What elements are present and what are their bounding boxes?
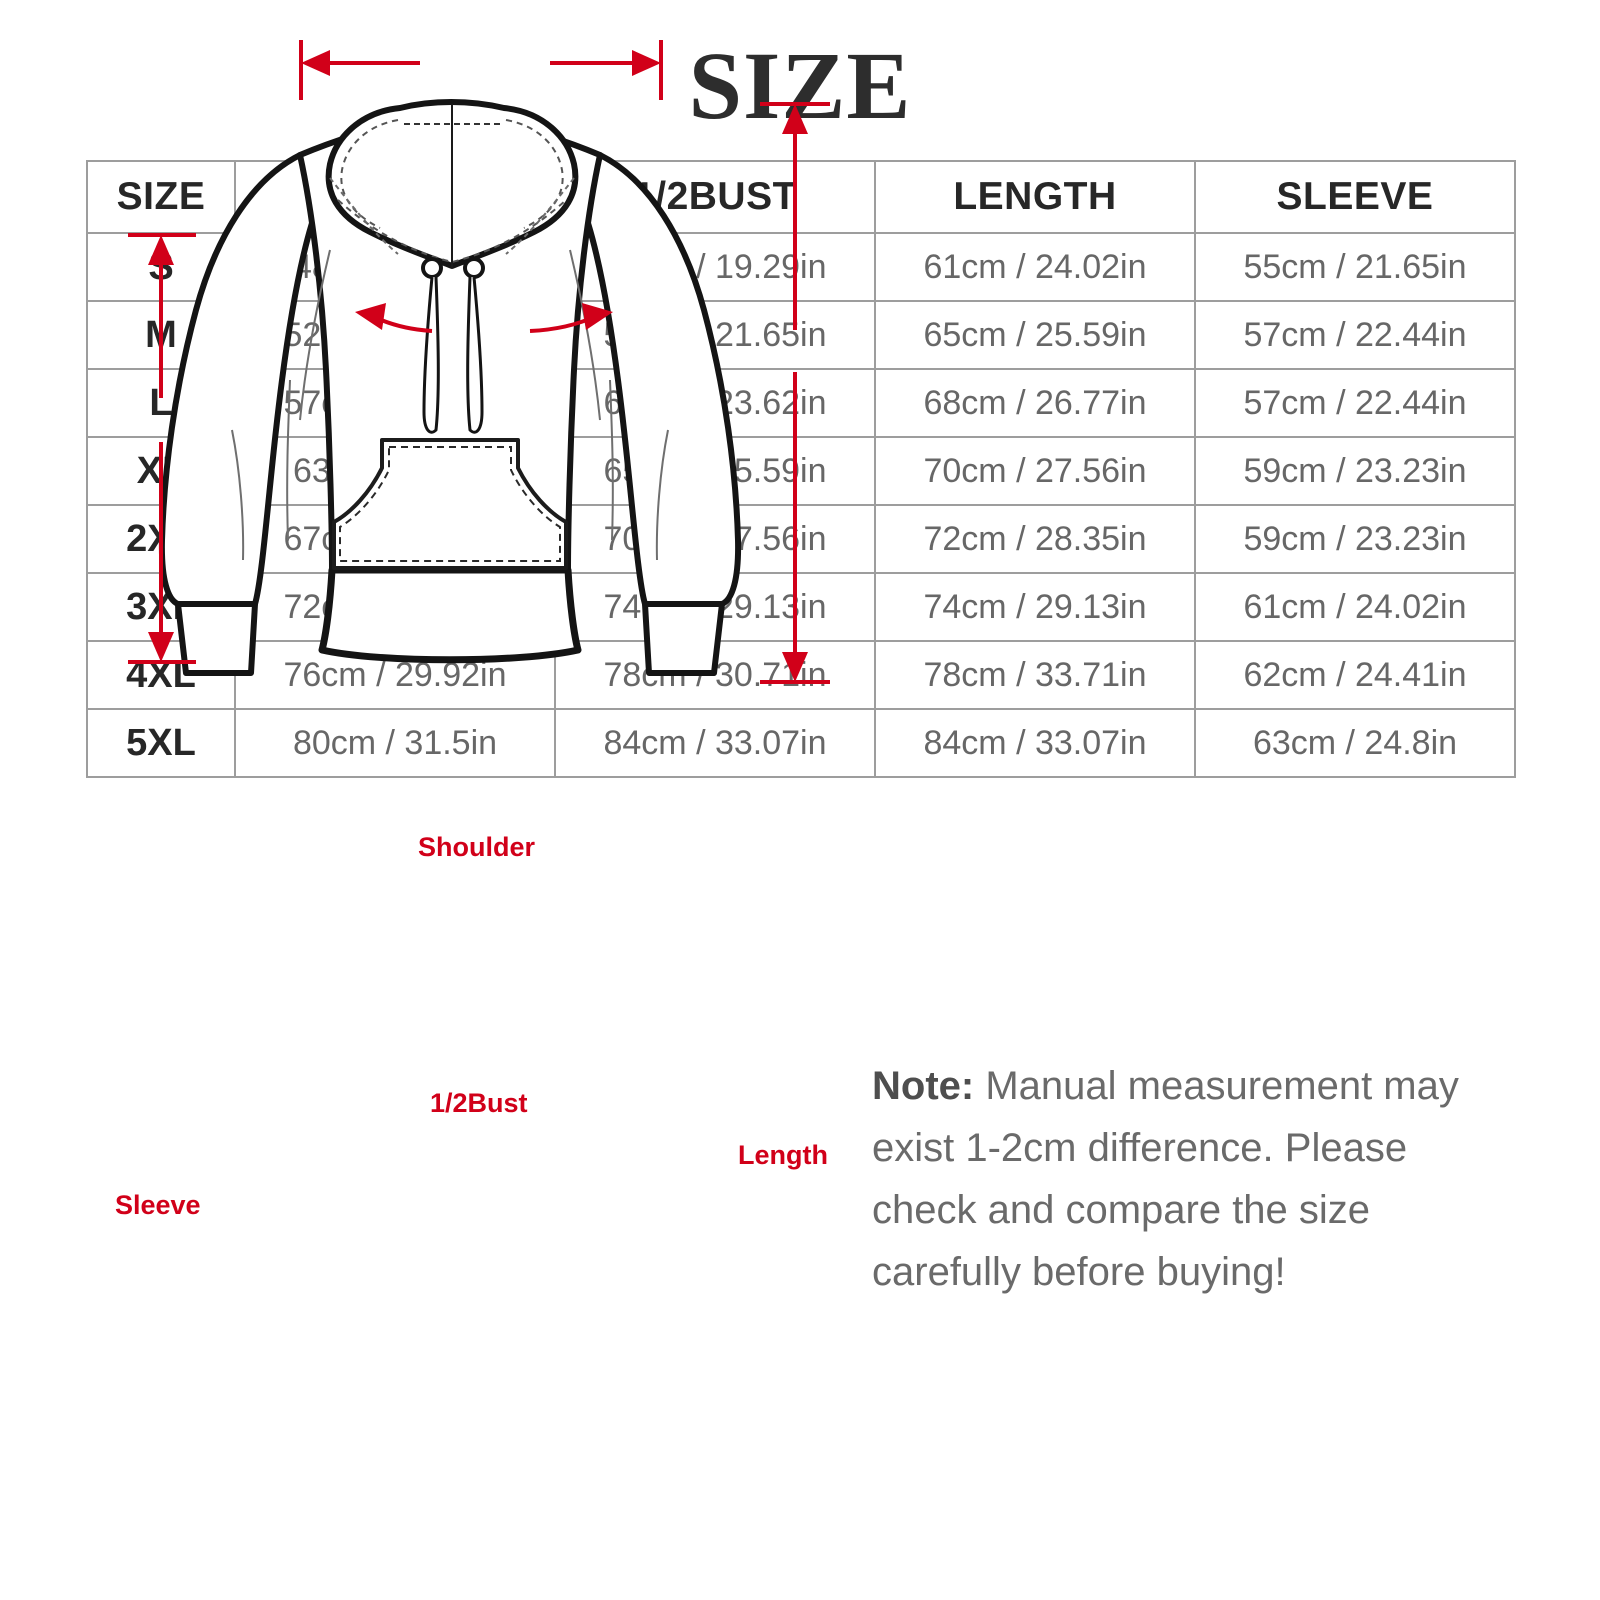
hoodie-measurement-diagram (128, 40, 830, 684)
cell-sleeve: 63cm / 24.8in (1194, 708, 1516, 778)
hood-neck-seam (337, 199, 567, 264)
left-grommet (421, 257, 443, 279)
table-row: 5XL 80cm / 31.5in 84cm / 33.07in 84cm / … (86, 708, 1516, 778)
left-cuff (175, 601, 258, 676)
dimension-label-sleeve: Sleeve (115, 1190, 201, 1220)
sleeve-arrowhead-bottom (148, 632, 174, 662)
cell-sleeve: 59cm / 23.23in (1194, 504, 1516, 574)
cell-size: 5XL (86, 708, 236, 778)
left-drawstring (422, 276, 440, 434)
right-drawstring (466, 276, 484, 434)
cell-sleeve: 55cm / 21.65in (1194, 232, 1516, 302)
left-sleeve (158, 152, 323, 607)
note-label: Note: (872, 1064, 975, 1108)
dimension-label-length: Length (738, 1140, 828, 1170)
sleeve-arrowhead-top (148, 235, 174, 265)
pocket-stitching (339, 446, 561, 562)
halfbust-arrowhead-right (582, 303, 613, 330)
column-header-size: SIZE (86, 160, 236, 234)
fold-line-left-a (231, 429, 245, 561)
cell-sleeve: 59cm / 23.23in (1194, 436, 1516, 506)
cell-length: 65cm / 25.59in (874, 300, 1196, 370)
cell-sleeve: 57cm / 22.44in (1194, 300, 1516, 370)
dimension-label-shoulder: Shoulder (418, 832, 536, 862)
cell-length: 74cm / 29.13in (874, 572, 1196, 642)
hem-band (318, 566, 582, 664)
fold-line-right-c (569, 249, 601, 421)
cell-length: 68cm / 26.77in (874, 368, 1196, 438)
cell-sleeve: 61cm / 24.02in (1194, 572, 1516, 642)
cell-half-bust: 84cm / 33.07in (554, 708, 876, 778)
table-row: 4XL 76cm / 29.92in 78cm / 30.71in 78cm /… (86, 640, 1516, 710)
fold-line-right-b (609, 379, 614, 541)
cell-shoulder: 80cm / 31.5in (234, 708, 556, 778)
dimension-label-half-bust: 1/2Bust (430, 1088, 528, 1118)
column-header-sleeve: SLEEVE (1194, 160, 1516, 234)
length-arrowhead-top (782, 104, 808, 134)
left-shoulder-seam (329, 177, 399, 255)
halfbust-arrowhead-left (355, 303, 386, 330)
right-grommet (463, 257, 485, 279)
note-block: Note: Manual measurement may exist 1-2cm… (872, 1055, 1492, 1303)
cell-sleeve: 62cm / 24.41in (1194, 640, 1516, 710)
right-shoulder-seam (505, 177, 575, 255)
length-arrowhead-bottom (782, 652, 808, 682)
cell-length: 78cm / 33.71in (874, 640, 1196, 710)
cell-length: 70cm / 27.56in (874, 436, 1196, 506)
hood-roll-stitch-right (505, 119, 564, 229)
measurement-arrows (128, 40, 830, 684)
cell-length: 72cm / 28.35in (874, 504, 1196, 574)
cell-sleeve: 57cm / 22.44in (1194, 368, 1516, 438)
cell-length: 84cm / 33.07in (874, 708, 1196, 778)
shoulder-arrowhead-left (301, 50, 330, 76)
fold-line-left-c (299, 249, 331, 421)
hood-roll-stitch (340, 119, 399, 229)
fold-line-right-a (655, 429, 669, 561)
cell-length: 61cm / 24.02in (874, 232, 1196, 302)
fold-line-left-b (286, 379, 291, 541)
note-text: Manual measurement may exist 1-2cm diffe… (872, 1064, 1459, 1294)
kangaroo-pocket (332, 438, 568, 570)
shoulder-arrowhead-right (632, 50, 661, 76)
right-cuff (642, 601, 725, 676)
column-header-length: LENGTH (874, 160, 1196, 234)
hoodie-illustration (158, 99, 742, 676)
right-sleeve (577, 152, 742, 607)
